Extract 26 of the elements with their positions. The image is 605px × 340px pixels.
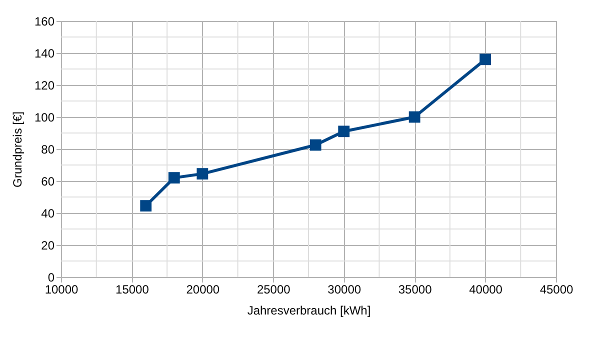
x-tick-label: 30000 xyxy=(328,282,362,296)
y-tick-label: 0 xyxy=(48,270,55,284)
point xyxy=(196,168,208,180)
y-tick-label: 80 xyxy=(41,142,55,156)
x-tick-label: 25000 xyxy=(256,282,291,296)
point xyxy=(338,126,350,138)
y-tick-label: 60 xyxy=(41,174,55,188)
y-tick-label: 100 xyxy=(34,110,55,124)
y-tick-label: 20 xyxy=(41,238,55,252)
point xyxy=(140,200,152,212)
y-tick-label: 40 xyxy=(41,206,55,220)
x-tick-label: 45000 xyxy=(540,282,574,296)
y-tick-label: 160 xyxy=(34,14,55,28)
y-axis-title: Grundpreis [€] xyxy=(10,111,24,188)
x-tick-label: 35000 xyxy=(398,282,432,296)
x-axis-title: Jahresverbrauch [kWh] xyxy=(247,304,371,318)
x-tick-label: 40000 xyxy=(469,282,503,296)
y-tick-label: 140 xyxy=(34,46,55,60)
x-tick-label: 20000 xyxy=(186,282,220,296)
point xyxy=(310,139,322,151)
point xyxy=(480,54,491,66)
point xyxy=(168,172,180,184)
x-tick-label: 15000 xyxy=(116,282,150,296)
point xyxy=(408,111,420,123)
y-tick-label: 120 xyxy=(34,78,55,92)
x-tick-label: 10000 xyxy=(44,282,79,296)
